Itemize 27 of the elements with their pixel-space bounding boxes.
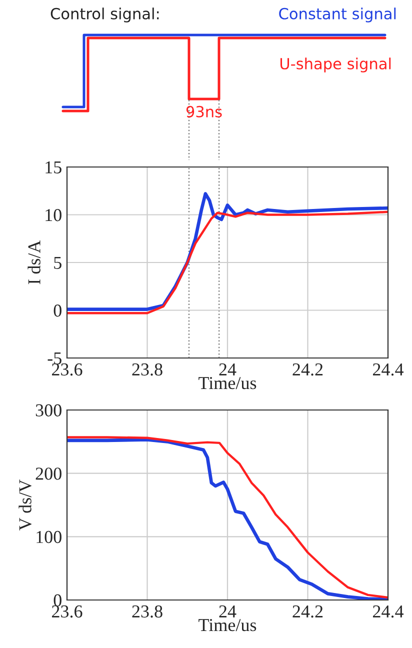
text: 93ns	[186, 106, 222, 118]
y-tick-label: 15	[46, 161, 62, 174]
x-tick-label: 24	[219, 363, 236, 376]
x-tick-label: 24.4	[372, 363, 404, 376]
y-tick-label: 5	[54, 256, 62, 269]
y-tick-label: 100	[36, 530, 62, 544]
x-tick-label: 24.4	[372, 605, 404, 618]
text: Constant signal	[279, 8, 396, 22]
x-tick-label: 23.8	[132, 605, 162, 618]
x-tick-label: 23.6	[52, 363, 82, 376]
text: U-shape signal	[280, 58, 391, 72]
y-tick-label: 0	[54, 594, 62, 606]
y-tick-label: -5	[48, 352, 62, 364]
y-tick-label: 300	[36, 404, 62, 416]
x-tick-label: 24.2	[292, 605, 323, 618]
x-tick-label: 24	[219, 605, 236, 618]
text: Control signal:	[50, 8, 159, 22]
x-tick-label: 23.6	[52, 605, 82, 618]
y-tick-label: 0	[54, 304, 62, 317]
y-axis-title: V ds/V	[18, 480, 32, 530]
x-axis-title: Time/us	[198, 619, 256, 632]
y-tick-label: 10	[46, 209, 62, 222]
x-tick-label: 23.8	[132, 363, 162, 376]
y-axis-title: I ds/A	[28, 240, 40, 284]
y-tick-label: 200	[36, 468, 62, 480]
x-axis-title: Time/us	[198, 377, 256, 390]
x-tick-label: 24.2	[292, 363, 323, 376]
